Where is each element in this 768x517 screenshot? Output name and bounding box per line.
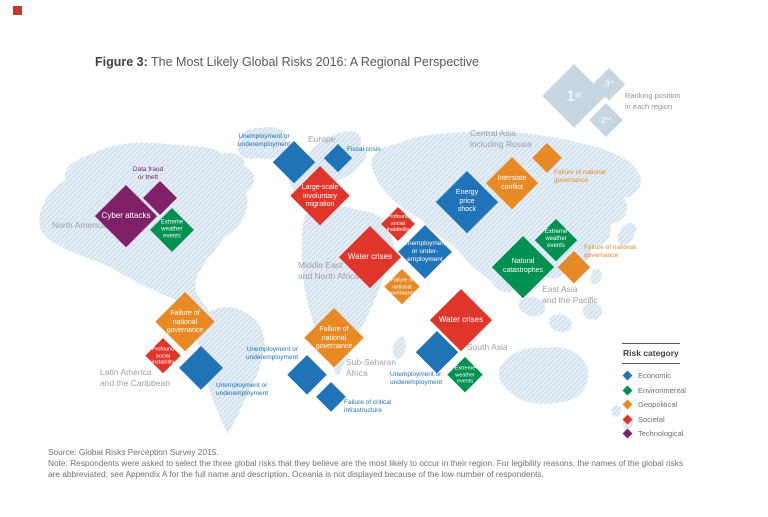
risk-diamond-2nd: Extreme weather events <box>150 208 194 252</box>
island-new-zealand-1 <box>611 405 622 417</box>
figure-number: Figure 3: <box>95 55 148 69</box>
risk-callout-label: Failure of national governance <box>554 169 606 185</box>
risk-diamond-text: Extreme weather events <box>454 365 476 385</box>
risk-category-legend: Risk category Economic Environmental Geopo… <box>622 343 686 441</box>
island-indonesia-3 <box>582 302 602 320</box>
risk-diamond-3rd: Extreme weather events <box>447 357 483 393</box>
source-line: Source: Global Risks Perception Survey 2… <box>48 447 219 457</box>
risk-callout-label: Unemployment or underemployment <box>238 133 291 149</box>
rank-ordinal: st <box>574 89 582 99</box>
legend-item-environmental: Environmental <box>622 384 686 398</box>
risk-callout-label: Failure of critical infrastructure <box>344 399 392 415</box>
risk-category-title: Risk category <box>622 343 680 364</box>
figure-title-text: The Most Likely Global Risks 2016: A Reg… <box>147 55 479 69</box>
risk-diamond-2nd: Interstate conflict <box>486 157 538 209</box>
risk-diamond-3rd: Profound social instability <box>145 338 181 374</box>
legend-item-geopolitical: Geopolitical <box>622 398 680 412</box>
risk-callout-label: Unemployment or underemployment <box>390 371 443 387</box>
island-greenland <box>237 126 287 160</box>
risk-callout-label: Data fraud or theft <box>132 166 164 182</box>
economic-diamond-icon <box>622 370 633 381</box>
legend-item-label: Environmental <box>638 385 686 395</box>
corner-mark <box>13 6 22 15</box>
risk-diamond-text: Interstate conflict <box>497 174 527 190</box>
note-line: Note: Respondents were asked to select t… <box>48 458 684 480</box>
legend-item-societal: Societal <box>622 413 680 427</box>
risk-callout-label: Unemployment or underemployment <box>245 346 298 362</box>
risk-diamond-text: Profound social instability <box>151 346 175 366</box>
rank-number: 1 <box>566 87 575 105</box>
risk-diamond-3rd: Failure of national governance <box>384 269 420 305</box>
risk-diamond-text: Profound social instability <box>386 214 410 234</box>
region-label-middle-east-north-africa: Middle East and North Africa <box>298 260 359 282</box>
risk-category-items: Economic Environmental Geopolitical Societa… <box>622 369 686 441</box>
risk-callout-label: Failure of national governance <box>584 244 636 260</box>
region-label-sub-saharan-africa: Sub-Saharan Africa <box>346 357 397 379</box>
continent-south-america <box>197 307 265 434</box>
region-label-south-asia: South Asia <box>467 342 508 352</box>
risk-diamond-1st: Failure of national governance <box>304 308 364 368</box>
legend-item-label: Technological <box>638 429 684 439</box>
technological-diamond-icon <box>622 428 633 439</box>
island-indonesia-1 <box>518 296 546 317</box>
risk-callout-label: Fiscal crisis <box>347 146 381 153</box>
environmental-diamond-icon <box>622 385 633 396</box>
continent-north-america <box>39 142 255 317</box>
risk-diamond-text: Failure of national governance <box>387 277 417 297</box>
source-note: Source: Global Risks Perception Survey 2… <box>48 447 738 480</box>
region-label-east-asia-pacific: East Asia and the Pacific <box>542 284 598 306</box>
island-indonesia-2 <box>549 314 572 332</box>
risk-diamond-text: Failure of national governance <box>315 325 353 350</box>
figure-title: Figure 3: The Most Likely Global Risks 2… <box>95 55 479 69</box>
island-japan <box>617 222 636 246</box>
legend-item-label: Geopolitical <box>638 400 678 410</box>
island-philippines <box>590 268 602 284</box>
island-madagascar <box>392 336 406 360</box>
legend-item-economic: Economic <box>622 369 680 383</box>
region-label-north-america: North America <box>52 220 106 230</box>
region-label-europe: Europe <box>308 134 336 144</box>
continent-australia <box>498 347 589 404</box>
ranking-caption: Ranking position in each region <box>625 91 681 111</box>
rank-ordinal: rd <box>609 80 614 86</box>
societal-diamond-icon <box>622 414 633 425</box>
region-label-central-asia: Central Asia including Russia <box>470 128 532 150</box>
rank-ordinal: nd <box>605 116 611 122</box>
legend-item-label: Societal <box>638 414 665 424</box>
geopolitical-diamond-icon <box>622 399 633 410</box>
risk-diamond-3rd: Profound social instability <box>381 207 415 241</box>
risk-callout-label: Unemployment or underemployment <box>216 382 269 398</box>
legend-item-label: Economic <box>638 371 671 381</box>
risk-diamond-text: Extreme weather events <box>160 219 184 240</box>
legend-item-technological: Technological <box>622 427 684 441</box>
region-label-latin-america: Latin America and the Caribbean <box>100 367 170 389</box>
